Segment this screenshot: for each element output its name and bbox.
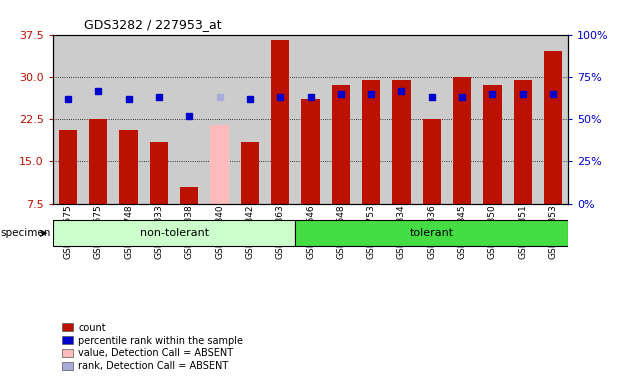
Text: GSM124838: GSM124838 xyxy=(184,204,194,259)
Bar xyxy=(544,51,562,204)
Text: GSM124833: GSM124833 xyxy=(155,204,163,259)
Bar xyxy=(483,85,502,204)
Bar xyxy=(332,85,350,204)
Bar xyxy=(89,119,107,204)
Text: GDS3282 / 227953_at: GDS3282 / 227953_at xyxy=(84,18,222,31)
Text: GSM124648: GSM124648 xyxy=(337,204,345,259)
Text: GSM124748: GSM124748 xyxy=(124,204,133,259)
Bar xyxy=(362,79,380,204)
Legend: count, percentile rank within the sample, value, Detection Call = ABSENT, rank, : count, percentile rank within the sample… xyxy=(58,319,247,375)
Bar xyxy=(53,220,296,246)
Text: tolerant: tolerant xyxy=(410,228,454,238)
Text: GSM124853: GSM124853 xyxy=(548,204,558,259)
Text: GSM124836: GSM124836 xyxy=(427,204,437,259)
Text: GSM124646: GSM124646 xyxy=(306,204,315,259)
Text: GSM124845: GSM124845 xyxy=(458,204,466,259)
Text: GSM124675: GSM124675 xyxy=(94,204,102,259)
Bar xyxy=(301,99,320,204)
Bar xyxy=(119,130,138,204)
Bar xyxy=(453,77,471,204)
Bar xyxy=(150,142,168,204)
Text: GSM124575: GSM124575 xyxy=(63,204,73,259)
Text: GSM124850: GSM124850 xyxy=(488,204,497,259)
Text: GSM124840: GSM124840 xyxy=(215,204,224,259)
Text: specimen: specimen xyxy=(1,228,51,238)
Text: GSM124834: GSM124834 xyxy=(397,204,406,259)
Bar xyxy=(271,40,289,204)
Bar xyxy=(296,220,568,246)
Text: GSM124851: GSM124851 xyxy=(519,204,527,259)
Bar xyxy=(514,79,532,204)
Bar xyxy=(211,125,229,204)
Text: GSM124842: GSM124842 xyxy=(245,204,255,259)
Text: GSM124863: GSM124863 xyxy=(276,204,284,259)
Bar xyxy=(423,119,441,204)
Bar xyxy=(392,79,410,204)
Text: GSM124753: GSM124753 xyxy=(366,204,376,259)
Bar xyxy=(241,142,259,204)
Text: non-tolerant: non-tolerant xyxy=(140,228,209,238)
Bar xyxy=(59,130,77,204)
Bar xyxy=(180,187,198,204)
